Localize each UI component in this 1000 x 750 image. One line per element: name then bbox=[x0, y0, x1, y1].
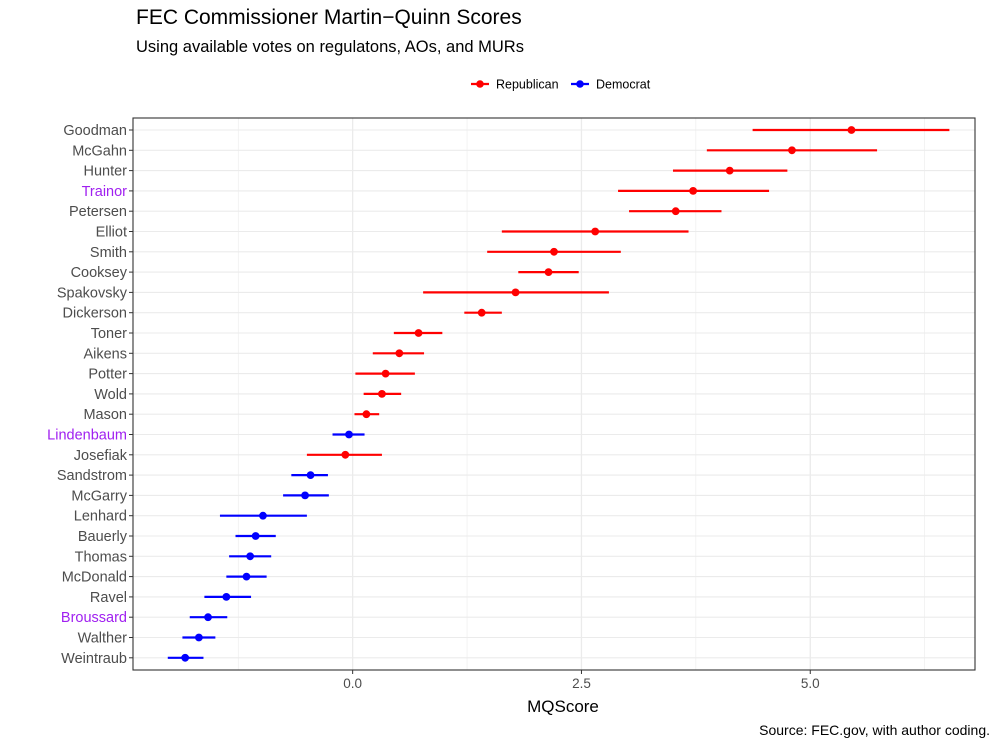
chart-subtitle: Using available votes on regulatons, AOs… bbox=[136, 38, 524, 56]
source-caption: Source: FEC.gov, with author coding. bbox=[759, 722, 990, 738]
y-label-josefiak: Josefiak bbox=[74, 448, 128, 464]
point-elliot bbox=[591, 227, 600, 236]
y-label-trainor: Trainor bbox=[82, 184, 128, 200]
y-label-thomas: Thomas bbox=[75, 549, 127, 565]
point-smith bbox=[550, 247, 558, 256]
point-broussard bbox=[204, 613, 212, 622]
y-label-mcgarry: McGarry bbox=[71, 488, 127, 504]
y-label-bauerly: Bauerly bbox=[78, 529, 128, 545]
point-goodman bbox=[847, 126, 856, 134]
y-label-weintraub: Weintraub bbox=[61, 651, 127, 667]
point-spakovsky bbox=[511, 288, 520, 297]
y-label-sandstrom: Sandstrom bbox=[57, 468, 127, 484]
point-cooksey bbox=[544, 268, 553, 276]
point-mason bbox=[362, 410, 371, 419]
y-label-toner: Toner bbox=[91, 326, 127, 342]
legend-item-democrat: Democrat bbox=[571, 78, 651, 92]
x-tick-label: 5.0 bbox=[801, 676, 820, 691]
y-label-potter: Potter bbox=[88, 367, 127, 383]
point-potter bbox=[381, 369, 390, 378]
legend-dot-democrat bbox=[576, 80, 584, 88]
chart-title: FEC Commissioner Martin−Quinn Scores bbox=[136, 6, 522, 29]
point-bauerly bbox=[251, 532, 260, 540]
y-label-lenhard: Lenhard bbox=[74, 509, 127, 525]
y-label-cooksey: Cooksey bbox=[71, 265, 128, 281]
y-label-smith: Smith bbox=[90, 245, 127, 261]
point-hunter bbox=[725, 166, 734, 175]
y-label-mason: Mason bbox=[83, 407, 127, 423]
x-axis: 0.0 2.5 5.0 bbox=[343, 670, 820, 691]
x-tick-label: 2.5 bbox=[572, 676, 591, 691]
point-trainor bbox=[689, 187, 698, 195]
point-aikens bbox=[395, 349, 404, 358]
point-petersen bbox=[671, 207, 680, 216]
y-label-hunter: Hunter bbox=[83, 164, 127, 180]
data-marks bbox=[167, 126, 950, 662]
point-mcgarry bbox=[301, 491, 309, 500]
y-label-mcgahn: McGahn bbox=[72, 143, 127, 159]
y-label-spakovsky: Spakovsky bbox=[57, 285, 128, 301]
point-ravel bbox=[222, 593, 231, 601]
y-label-lindenbaum: Lindenbaum bbox=[47, 428, 127, 444]
point-weintraub bbox=[181, 653, 190, 662]
y-label-goodman: Goodman bbox=[63, 123, 127, 139]
point-wold bbox=[378, 390, 386, 398]
chart-svg: Republican Democrat Goodman McGahn Hunter T… bbox=[47, 78, 976, 716]
y-label-elliot: Elliot bbox=[96, 225, 127, 241]
point-sandstrom bbox=[306, 471, 315, 479]
y-label-broussard: Broussard bbox=[61, 610, 127, 626]
point-lenhard bbox=[259, 511, 267, 520]
x-axis-title: MQScore bbox=[527, 697, 599, 716]
point-toner bbox=[414, 329, 423, 337]
y-label-ravel: Ravel bbox=[90, 590, 127, 606]
legend: Republican Democrat bbox=[471, 78, 651, 92]
point-mcgahn bbox=[788, 146, 796, 155]
y-label-mcdonald: McDonald bbox=[62, 570, 127, 586]
point-lindenbaum bbox=[345, 430, 353, 439]
legend-item-republican: Republican bbox=[471, 78, 559, 92]
point-dickerson bbox=[477, 308, 486, 317]
y-label-wold: Wold bbox=[94, 387, 127, 403]
y-label-aikens: Aikens bbox=[83, 346, 127, 362]
x-tick-label: 0.0 bbox=[343, 676, 362, 691]
point-mcdonald bbox=[242, 572, 251, 581]
y-label-walther: Walther bbox=[78, 631, 128, 647]
y-label-petersen: Petersen bbox=[69, 204, 127, 220]
point-walther bbox=[194, 633, 203, 642]
legend-label-democrat: Democrat bbox=[596, 78, 651, 92]
y-axis-labels: Goodman McGahn Hunter Trainor Petersen Elliot… bbox=[47, 123, 133, 667]
legend-dot-republican bbox=[476, 80, 484, 88]
legend-label-republican: Republican bbox=[496, 78, 559, 92]
point-thomas bbox=[246, 552, 255, 561]
y-label-dickerson: Dickerson bbox=[63, 306, 127, 322]
point-josefiak bbox=[341, 450, 350, 459]
